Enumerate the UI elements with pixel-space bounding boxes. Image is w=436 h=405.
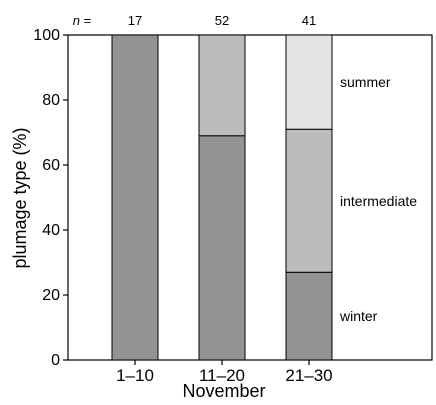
- n-value-1: 17: [128, 13, 142, 28]
- bar-intermediate-3: [285, 128, 333, 273]
- n-label: n =: [73, 13, 91, 28]
- bars: [111, 34, 333, 361]
- legend-intermediate: intermediate: [340, 193, 417, 209]
- y-axis-title: plumage type (%): [10, 127, 30, 268]
- y-tick-label-100: 100: [33, 27, 60, 44]
- y-tick-label-20: 20: [42, 287, 60, 304]
- bar-winter-1: [111, 34, 159, 361]
- plot-frame: [67, 34, 433, 361]
- y-tick-label-60: 60: [42, 157, 60, 174]
- bar-intermediate-2: [198, 34, 246, 137]
- y-tick-label-80: 80: [42, 92, 60, 109]
- n-value-3: 41: [302, 13, 316, 28]
- bar-winter-3: [285, 271, 333, 361]
- x-axis: 1–10 11–20 21–30: [116, 360, 333, 385]
- sample-sizes: n = 17 52 41: [73, 13, 316, 28]
- x-tick-label-3: 21–30: [285, 366, 332, 385]
- x-axis-title: November: [182, 381, 265, 401]
- y-axis: 0 20 40 60 80 100: [33, 27, 68, 369]
- plot-area: [67, 34, 433, 361]
- bar-winter-2: [198, 135, 246, 361]
- y-tick-label-0: 0: [51, 352, 60, 369]
- legend: winter intermediate summer: [339, 74, 417, 324]
- n-value-2: 52: [215, 13, 229, 28]
- legend-winter: winter: [339, 308, 378, 324]
- x-tick-label-1: 1–10: [116, 366, 154, 385]
- y-tick-label-40: 40: [42, 222, 60, 239]
- legend-summer: summer: [340, 74, 391, 90]
- bar-summer-3: [285, 34, 333, 130]
- x-tick-label-2: 11–20: [199, 366, 245, 385]
